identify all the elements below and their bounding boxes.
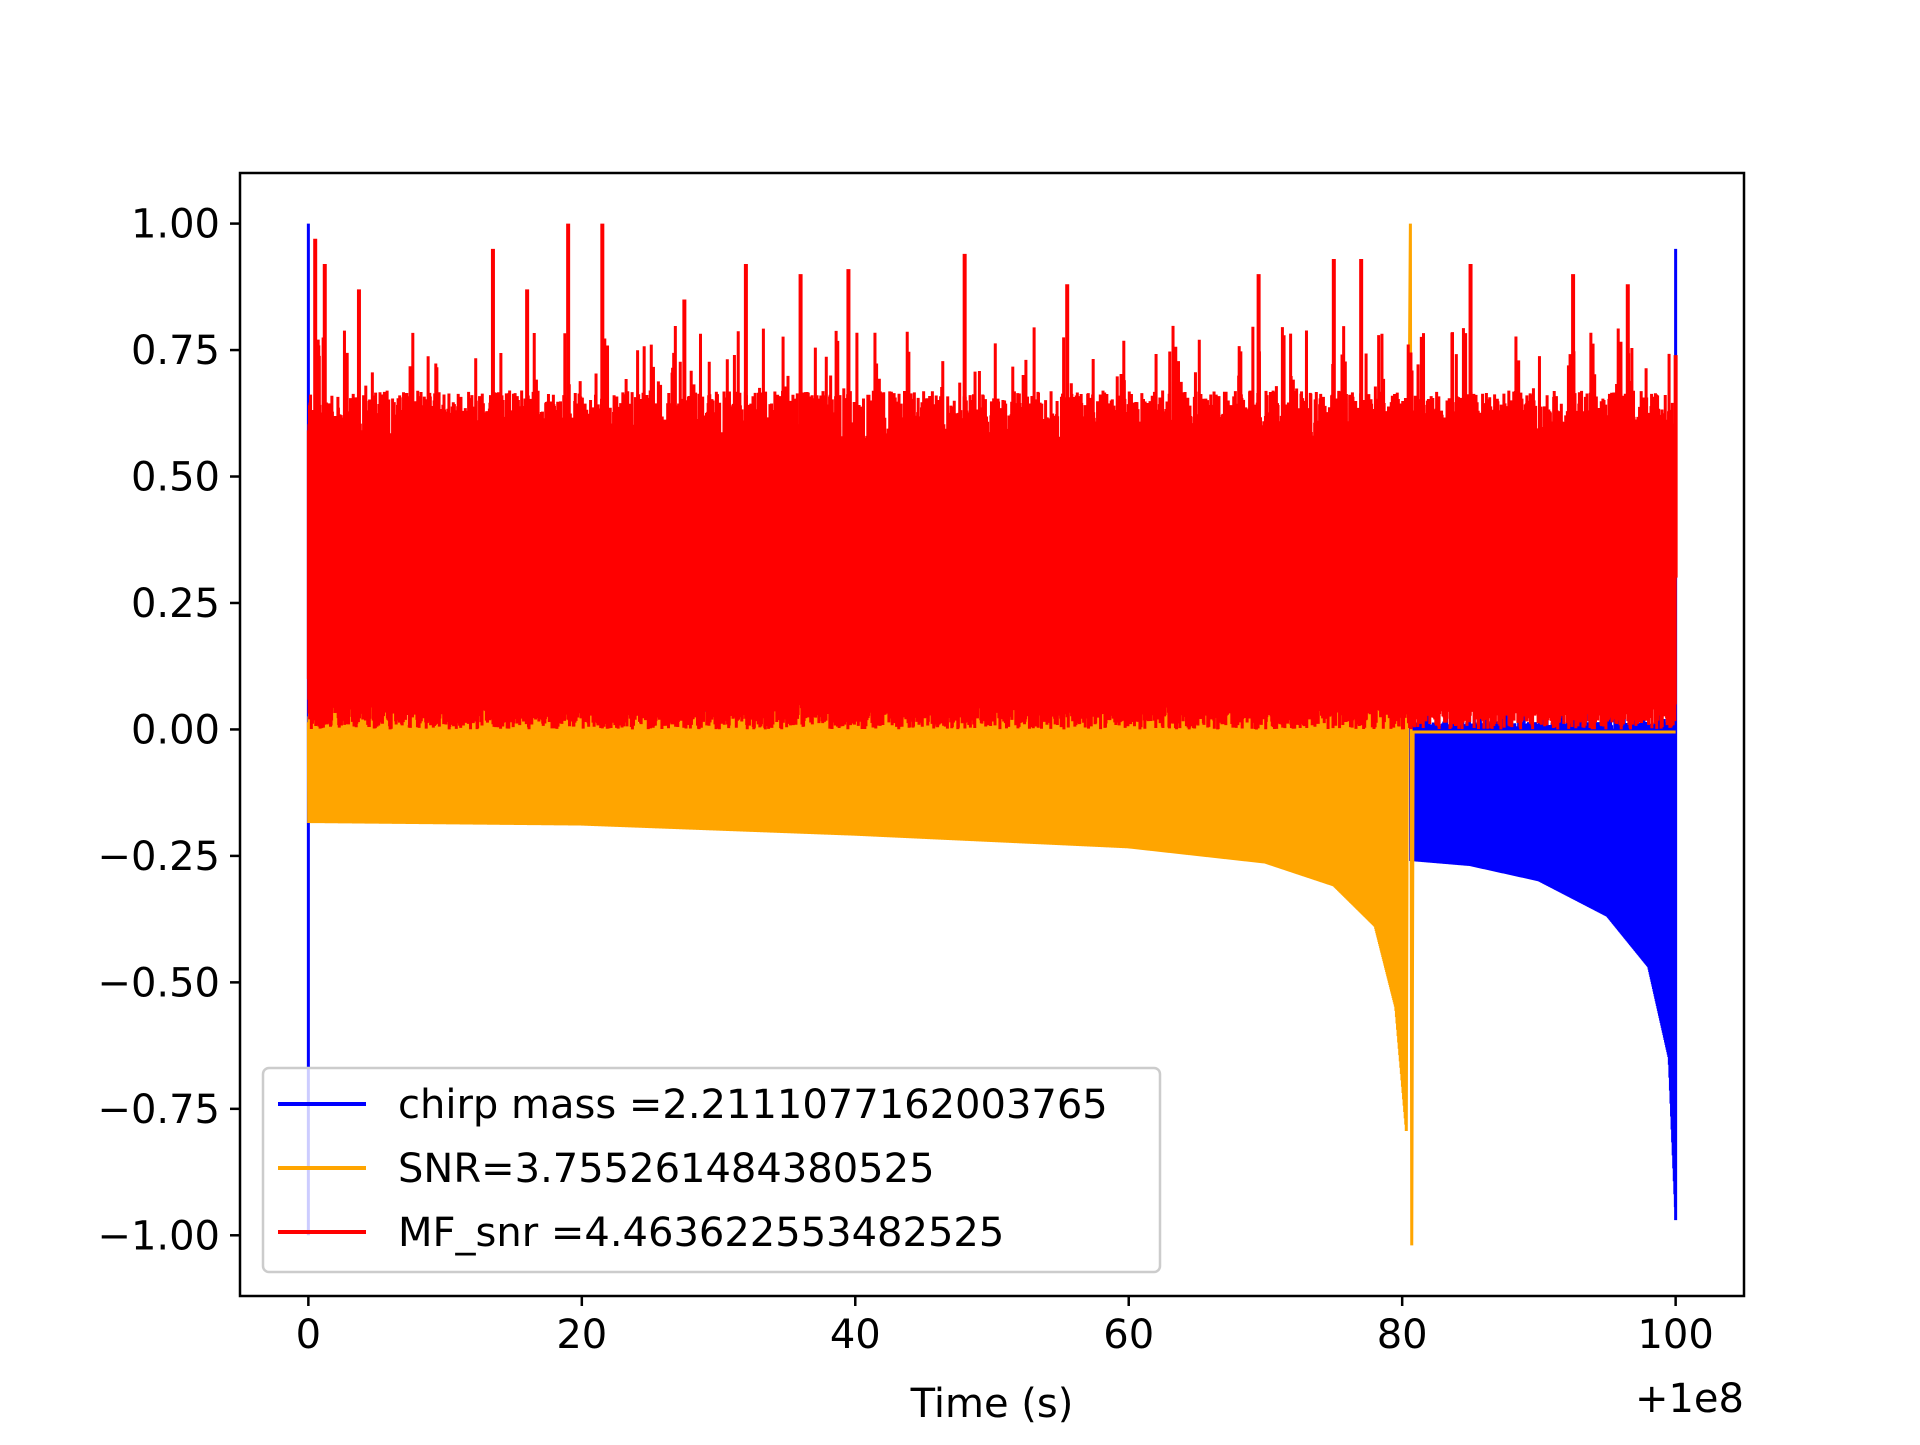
- y-tick-label: 0.75: [131, 328, 220, 374]
- y-tick-label: 0.00: [131, 707, 220, 753]
- y-tick-label: 1.00: [131, 202, 220, 248]
- series-line-snr: [306, 223, 1676, 1246]
- x-tick-label: 0: [296, 1312, 321, 1358]
- y-tick-label: −0.50: [97, 960, 220, 1006]
- series-line-chirp-mass: [306, 223, 1678, 1236]
- y-tick-label: −1.00: [97, 1213, 220, 1259]
- x-tick-label: 20: [556, 1312, 607, 1358]
- y-tick-label: −0.75: [97, 1087, 220, 1133]
- plot-frame: [238, 171, 1746, 1298]
- series-layer: [306, 223, 1678, 1246]
- legend-entry-label: chirp mass =2.2111077162003765: [398, 1082, 1108, 1128]
- y-axis: 1.00 0.75 0.50 0.25 0.00 −0.25 −0.50 −0.75 −1.00: [97, 202, 240, 1259]
- x-tick-label: 40: [830, 1312, 881, 1358]
- x-tick-label: 60: [1103, 1312, 1154, 1358]
- legend-entry-label: SNR=3.755261484380525: [398, 1146, 935, 1192]
- legend-box: [261, 1066, 1162, 1274]
- x-axis: 0 20 40 60 80 100: [296, 1296, 1714, 1358]
- y-tick-label: 0.50: [131, 455, 220, 501]
- legend-entry-label: MF_snr =4.463622553482525: [398, 1210, 1004, 1256]
- y-tick-label: −0.25: [97, 834, 220, 880]
- x-axis-offset-label: +1e8: [1635, 1376, 1744, 1422]
- x-tick-label: 80: [1377, 1312, 1428, 1358]
- y-tick-label: 0.25: [131, 581, 220, 627]
- x-axis-label: Time (s): [910, 1381, 1074, 1427]
- x-tick-label: 100: [1637, 1312, 1713, 1358]
- series-line-mf-snr: [306, 325, 1677, 730]
- legend: chirp mass =2.2111077162003765 SNR=3.7552…: [261, 1066, 1162, 1274]
